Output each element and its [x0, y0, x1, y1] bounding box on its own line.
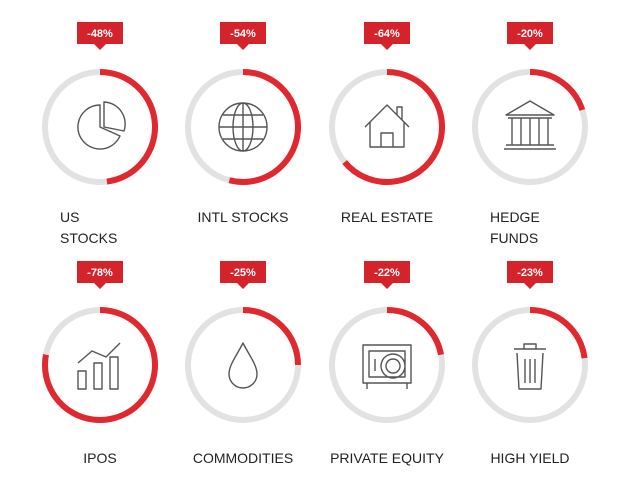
- value-label: -78%: [87, 267, 113, 279]
- category-label: HIGH YIELD: [490, 450, 570, 466]
- badge-bg: [220, 261, 266, 289]
- badge-bg: [507, 22, 553, 50]
- category-label: PRIVATE EQUITY: [330, 450, 444, 466]
- category-label: HEDGE FUNDS: [490, 209, 540, 246]
- icon: [362, 344, 412, 389]
- icon: [228, 342, 258, 389]
- badge-bg: [364, 261, 410, 289]
- value-label: -22%: [374, 267, 400, 279]
- ring-arc: [42, 307, 158, 423]
- badge-bg: [507, 261, 553, 289]
- icon: [77, 101, 126, 150]
- badge-bg: [77, 261, 123, 289]
- ring-arc: [529, 69, 586, 112]
- value-label: -20%: [517, 28, 543, 40]
- badge-bg: [77, 22, 123, 50]
- category-label: COMMODITIES: [192, 450, 294, 466]
- badge-bg: [220, 22, 266, 50]
- category-label: INTL STOCKS: [197, 209, 289, 225]
- ring-arc: [242, 307, 301, 366]
- ring-arc: [99, 69, 158, 185]
- icon: [514, 343, 546, 390]
- ring-arc: [342, 69, 445, 185]
- icon: [218, 102, 268, 152]
- category-label: IPOS: [83, 450, 117, 466]
- ring-arc: [228, 69, 301, 185]
- category-label: US STOCKS: [60, 209, 118, 246]
- value-label: -48%: [87, 28, 113, 40]
- value-label: -64%: [374, 28, 400, 40]
- value-label: -54%: [230, 28, 256, 40]
- badge-bg: [364, 22, 410, 50]
- value-label: -23%: [517, 267, 543, 279]
- icon: [77, 342, 121, 390]
- icon: [504, 100, 556, 150]
- category-label: REAL ESTATE: [340, 209, 434, 225]
- value-label: -25%: [230, 267, 256, 279]
- ring-arc: [529, 307, 588, 359]
- icon: [364, 104, 410, 148]
- ring-arc: [386, 307, 444, 356]
